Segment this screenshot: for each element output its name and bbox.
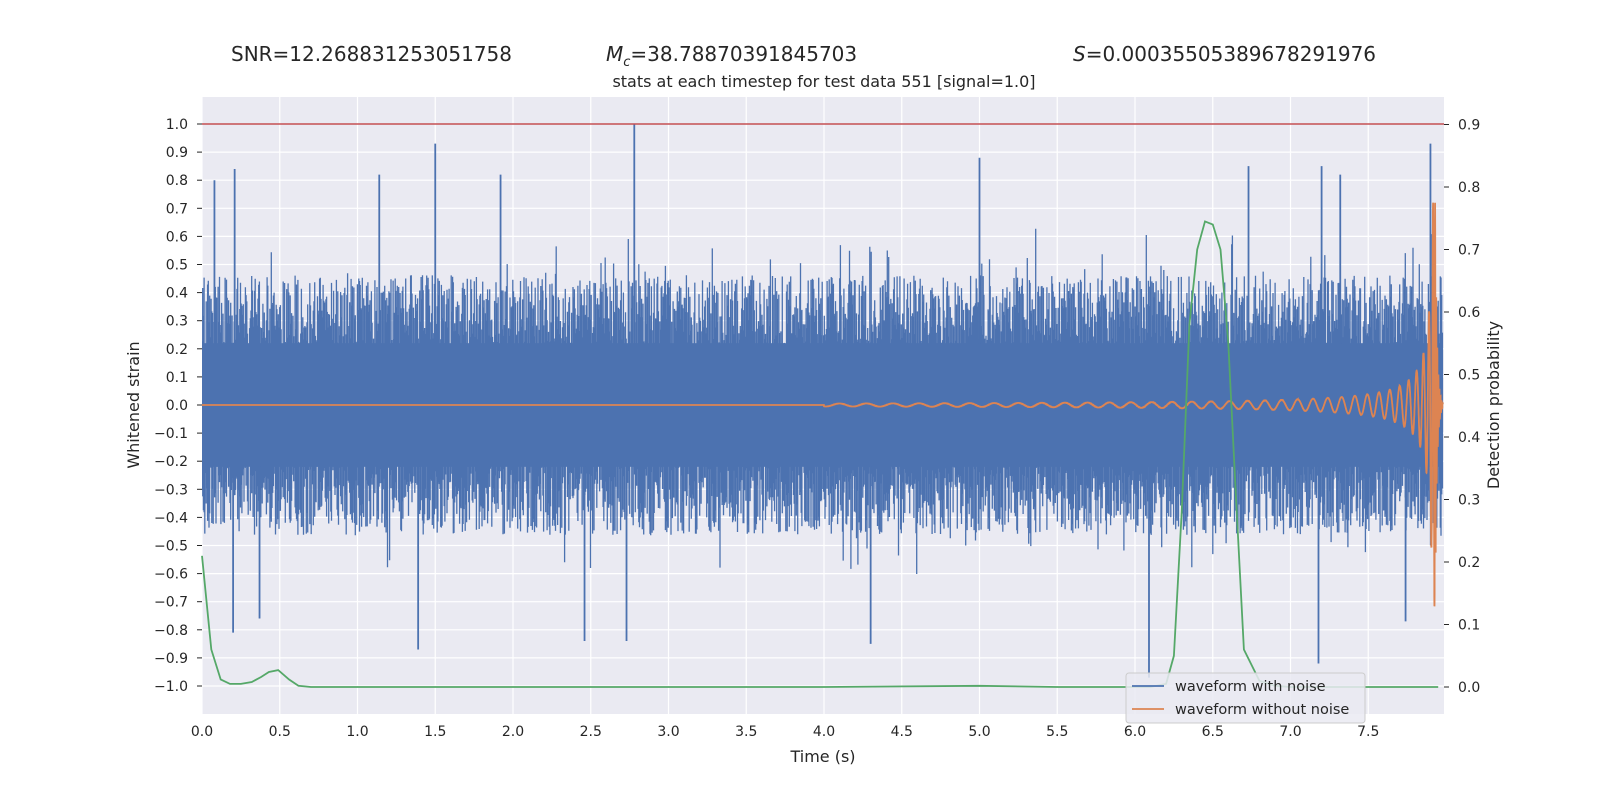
legend: waveform with noise waveform without noi… — [1125, 672, 1366, 724]
s-symbol: S — [1073, 42, 1086, 66]
y-tick-label: 0.0 — [166, 398, 188, 414]
y-tick-label: 0.3 — [166, 314, 188, 330]
y-tick-label: 0.8 — [166, 173, 188, 189]
y-tick-label: 1.0 — [166, 117, 188, 133]
chirp-mass-stat: Mc=38.78870391845703 — [606, 42, 857, 70]
y2-tick-label: 0.4 — [1458, 430, 1480, 446]
y2-tick-label: 0.3 — [1458, 493, 1480, 509]
y-tick-label: 0.5 — [166, 258, 188, 274]
chirp-mass-subscript: c — [623, 55, 630, 70]
y-tick-label: −0.2 — [154, 454, 188, 470]
y-tick-label: −0.1 — [154, 426, 188, 442]
y2-tick-label: 0.9 — [1458, 118, 1480, 134]
x-tick-label: 3.5 — [735, 724, 757, 740]
y2-axis-label: Detection probability — [1484, 321, 1503, 489]
y-tick-label: −0.3 — [154, 482, 188, 498]
clean-waveform-line — [202, 202, 1444, 607]
probability-line — [201, 220, 1439, 688]
legend-label-noise: waveform with noise — [1175, 679, 1326, 695]
chart-title: stats at each timestep for test data 551… — [612, 72, 1035, 91]
y2-tick-labels: 0.9 0.8 0.7 0.6 0.5 0.4 0.3 0.2 0.1 0.0 — [1444, 118, 1480, 696]
x-tick-label: 1.5 — [424, 724, 446, 740]
x-tick-label: 2.5 — [580, 724, 602, 740]
y2-tick-label: 0.1 — [1458, 618, 1480, 634]
x-tick-label: 1.0 — [346, 724, 368, 740]
y2-tick-label: 0.2 — [1458, 555, 1480, 571]
y-tick-label: 0.1 — [166, 370, 188, 386]
x-tick-label: 4.0 — [813, 724, 835, 740]
y-tick-label: 0.4 — [166, 286, 188, 302]
x-tick-label: 7.0 — [1279, 724, 1301, 740]
snr-stat: SNR=12.268831253051758 — [231, 42, 512, 66]
series-detection-probability — [201, 220, 1439, 688]
x-axis-label: Time (s) — [789, 747, 855, 766]
y-tick-label: −0.5 — [154, 539, 188, 555]
x-tick-label: 0.5 — [269, 724, 291, 740]
x-tick-label: 3.0 — [657, 724, 679, 740]
x-tick-label: 0.0 — [191, 724, 213, 740]
y-tick-label: −0.8 — [154, 623, 188, 639]
x-tick-label: 2.0 — [502, 724, 524, 740]
y-tick-labels: 1.0 0.9 0.8 0.7 0.6 0.5 0.4 0.3 0.2 0.1 0.0 −0.1 −0.… — [154, 117, 202, 695]
y2-tick-label: 0.8 — [1458, 180, 1480, 196]
y-tick-label: −0.6 — [154, 567, 188, 583]
x-tick-label: 5.5 — [1046, 724, 1068, 740]
y-tick-label: −0.7 — [154, 595, 188, 611]
y2-tick-label: 0.5 — [1458, 368, 1480, 384]
y-axis-label: Whitened strain — [124, 341, 143, 468]
s-value: =0.00035505389678291976 — [1086, 42, 1376, 66]
x-tick-label: 6.0 — [1124, 724, 1146, 740]
legend-box — [1125, 672, 1366, 724]
y2-tick-label: 0.0 — [1458, 680, 1480, 696]
y-tick-label: 0.2 — [166, 342, 188, 358]
y2-tick-label: 0.6 — [1458, 305, 1480, 321]
s-stat: S=0.00035505389678291976 — [1073, 42, 1376, 66]
x-tick-label: 6.5 — [1202, 724, 1224, 740]
chirp-mass-symbol: M — [606, 42, 623, 66]
y2-tick-label: 0.7 — [1458, 243, 1480, 259]
y-tick-label: −0.9 — [154, 651, 188, 667]
y-tick-label: 0.7 — [166, 201, 188, 217]
y-tick-label: −0.4 — [154, 510, 188, 526]
y-tick-label: −1.0 — [154, 679, 188, 695]
legend-label-clean: waveform without noise — [1175, 702, 1349, 718]
x-tick-label: 5.0 — [968, 724, 990, 740]
x-tick-labels: 0.0 0.5 1.0 1.5 2.0 2.5 3.0 3.5 4.0 4.5 5.0 5.5 6.0 6… — [191, 724, 1380, 740]
chirp-mass-value: =38.78870391845703 — [630, 42, 857, 66]
y-tick-label: 0.6 — [166, 229, 188, 245]
x-tick-label: 7.5 — [1357, 724, 1379, 740]
y-tick-label: 0.9 — [166, 145, 188, 161]
x-tick-label: 4.5 — [891, 724, 913, 740]
series-waveform-without-noise — [202, 202, 1444, 607]
